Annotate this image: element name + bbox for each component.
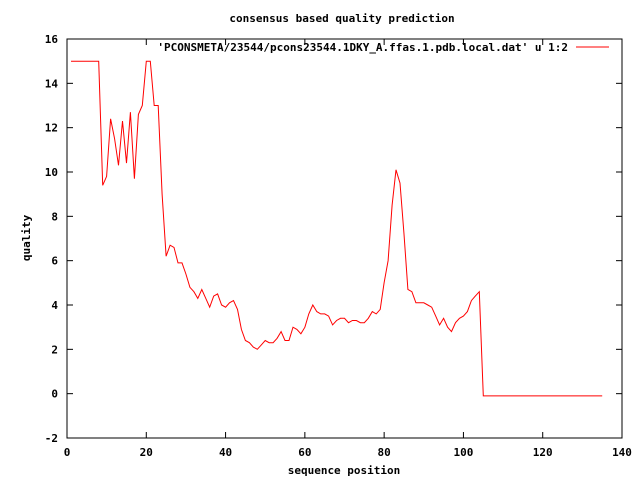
- y-tick-label: 16: [45, 33, 59, 46]
- y-tick-label: 10: [45, 166, 58, 179]
- series-line: [71, 60, 603, 397]
- chart-title: consensus based quality prediction: [229, 12, 454, 25]
- x-tick-label: 60: [298, 446, 311, 459]
- y-tick-label: 2: [51, 343, 58, 356]
- y-tick-label: 6: [51, 255, 58, 268]
- y-tick-label: 4: [51, 299, 58, 312]
- x-tick-label: 80: [378, 446, 391, 459]
- x-tick-label: 40: [219, 446, 232, 459]
- x-tick-label: 140: [612, 446, 632, 459]
- plot-frame: [66, 38, 623, 439]
- y-tick-label: 0: [51, 388, 58, 401]
- y-axis-label: quality: [20, 214, 33, 261]
- x-axis-label: sequence position: [288, 464, 401, 477]
- y-tick-label: 14: [45, 77, 59, 90]
- x-tick-label: 100: [453, 446, 473, 459]
- y-tick-label: 8: [51, 210, 58, 223]
- x-tick-label: 120: [533, 446, 553, 459]
- y-tick-label: 12: [45, 122, 58, 135]
- y-tick-label: -2: [45, 432, 58, 445]
- x-tick-label: 0: [64, 446, 71, 459]
- x-tick-label: 20: [140, 446, 153, 459]
- legend-label: 'PCONSMETA/23544/pcons23544.1DKY_A.ffas.…: [157, 41, 568, 54]
